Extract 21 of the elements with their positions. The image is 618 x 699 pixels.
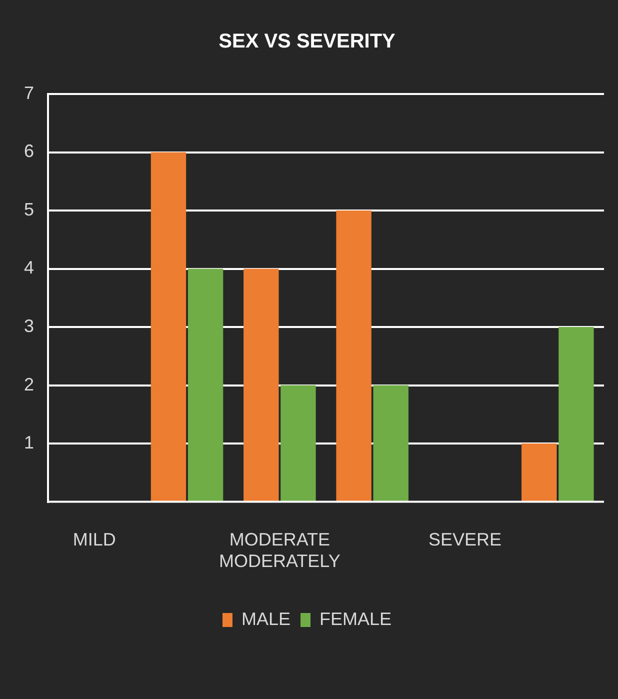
x-tick-label: SEVERE xyxy=(428,530,502,550)
y-tick-label: 4 xyxy=(24,258,34,278)
legend-label: MALE xyxy=(241,608,291,629)
bar xyxy=(558,327,594,502)
bar xyxy=(244,268,279,502)
chart-title: SEX VS SEVERITY xyxy=(218,30,396,53)
legend-label: FEMALE xyxy=(320,608,392,629)
y-tick-label: 3 xyxy=(24,316,34,336)
bar xyxy=(373,385,408,502)
y-tick-label: 5 xyxy=(24,199,34,220)
y-tick-label: 6 xyxy=(24,141,34,162)
bar xyxy=(522,444,557,502)
x-tick-label: MODERATE MODERATELY xyxy=(218,530,340,572)
bar xyxy=(336,210,372,502)
y-tick-label: 2 xyxy=(24,374,34,394)
y-tick-label: 7 xyxy=(24,82,34,103)
y-tick-label: 1 xyxy=(24,432,34,453)
x-tick-label: MILD xyxy=(72,530,116,550)
bar xyxy=(188,268,224,502)
bar xyxy=(280,385,316,502)
bar xyxy=(150,152,186,502)
